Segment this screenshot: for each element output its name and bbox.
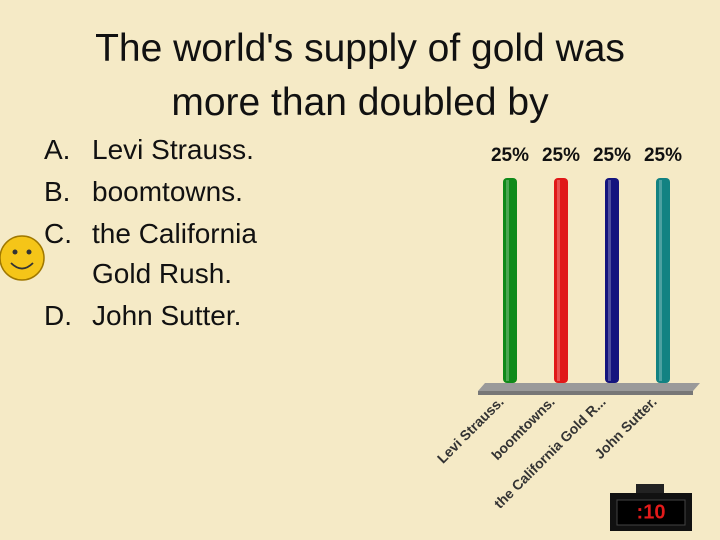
value-label: 25% (491, 145, 529, 166)
smiley (0, 235, 45, 281)
value-label: 25% (644, 145, 682, 166)
answer-option: A. Levi Strauss. (44, 130, 307, 170)
timer: :10 (610, 484, 692, 531)
option-letter: B. (44, 176, 71, 207)
answer-option: D. John Sutter. (44, 296, 307, 336)
chart-floor-edge (478, 391, 693, 395)
answer-option: C. the California Gold Rush. (44, 214, 307, 294)
value-label: 25% (542, 145, 580, 166)
bar-highlight (659, 180, 662, 381)
bar (656, 178, 670, 383)
bar (605, 178, 619, 383)
option-letter: A. (44, 134, 71, 165)
value-label: 25% (593, 145, 631, 166)
question-title: The world's supply of gold was more than… (95, 27, 625, 124)
timer-value: :10 (637, 501, 666, 523)
chart-floor (478, 383, 700, 391)
bar-highlight (506, 180, 509, 381)
option-letter: D. (44, 300, 72, 331)
answer-option: B. boomtowns. (44, 172, 307, 212)
option-text: Levi Strauss. (92, 134, 254, 165)
option-text: John Sutter. (92, 300, 242, 331)
bar (554, 178, 568, 383)
bar-highlight (557, 180, 560, 381)
option-letter: C. (44, 218, 72, 249)
bar-highlight (608, 180, 611, 381)
bar (503, 178, 517, 383)
option-text: the California Gold Rush. (92, 218, 257, 289)
option-text: boomtowns. (92, 176, 243, 207)
